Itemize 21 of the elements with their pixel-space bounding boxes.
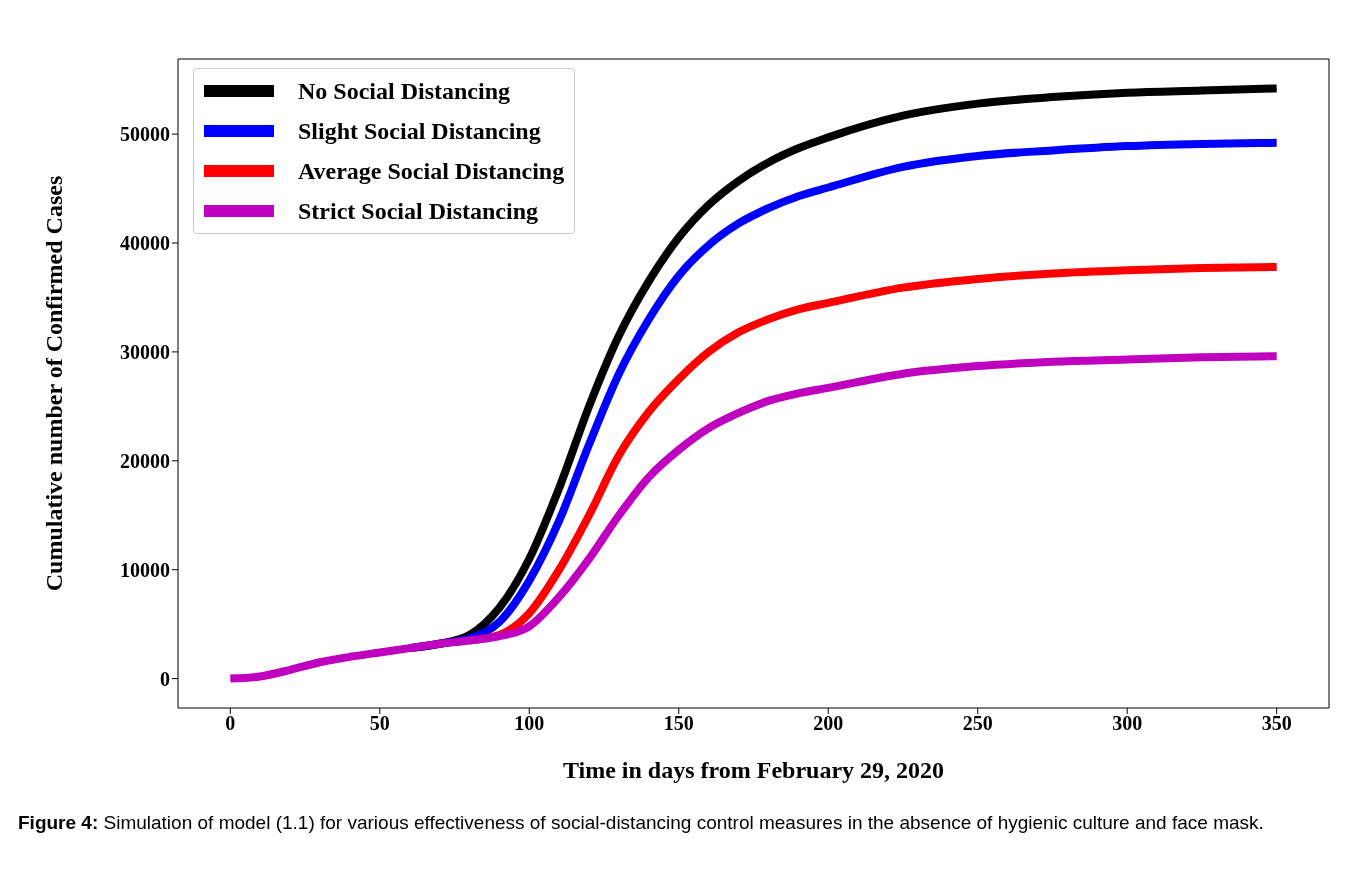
y-tick-label: 20000 (120, 449, 170, 472)
y-tick-label: 40000 (120, 232, 170, 255)
x-tick-label: 250 (962, 712, 993, 735)
x-tick-label: 300 (1112, 712, 1143, 735)
y-axis-title: Cumulative number of Confirmed Cases (40, 175, 67, 592)
legend-label: Slight Social Distancing (298, 117, 541, 145)
y-tick-label: 30000 (120, 341, 170, 364)
legend-label: Strict Social Distancing (298, 197, 538, 225)
y-tick-label: 10000 (120, 558, 170, 581)
legend-label: No Social Distancing (298, 77, 511, 105)
y-tick-label: 50000 (120, 123, 170, 146)
y-tick-label: 0 (160, 667, 170, 690)
caption: Figure 4: Simulation of model (1.1) for various effectiveness of social-distancing control measures in the absence of hygienic culture and face mask. (18, 811, 1265, 835)
x-tick-label: 100 (514, 712, 545, 735)
x-tick-label: 200 (813, 712, 844, 735)
x-axis-title: Time in days from February 29, 2020 (562, 757, 945, 783)
x-tick-label: 350 (1261, 712, 1292, 735)
x-tick-label: 0 (225, 712, 236, 735)
x-tick-label: 50 (369, 712, 390, 735)
x-tick-label: 150 (663, 712, 694, 735)
legend-label: Average Social Distancing (298, 157, 565, 185)
